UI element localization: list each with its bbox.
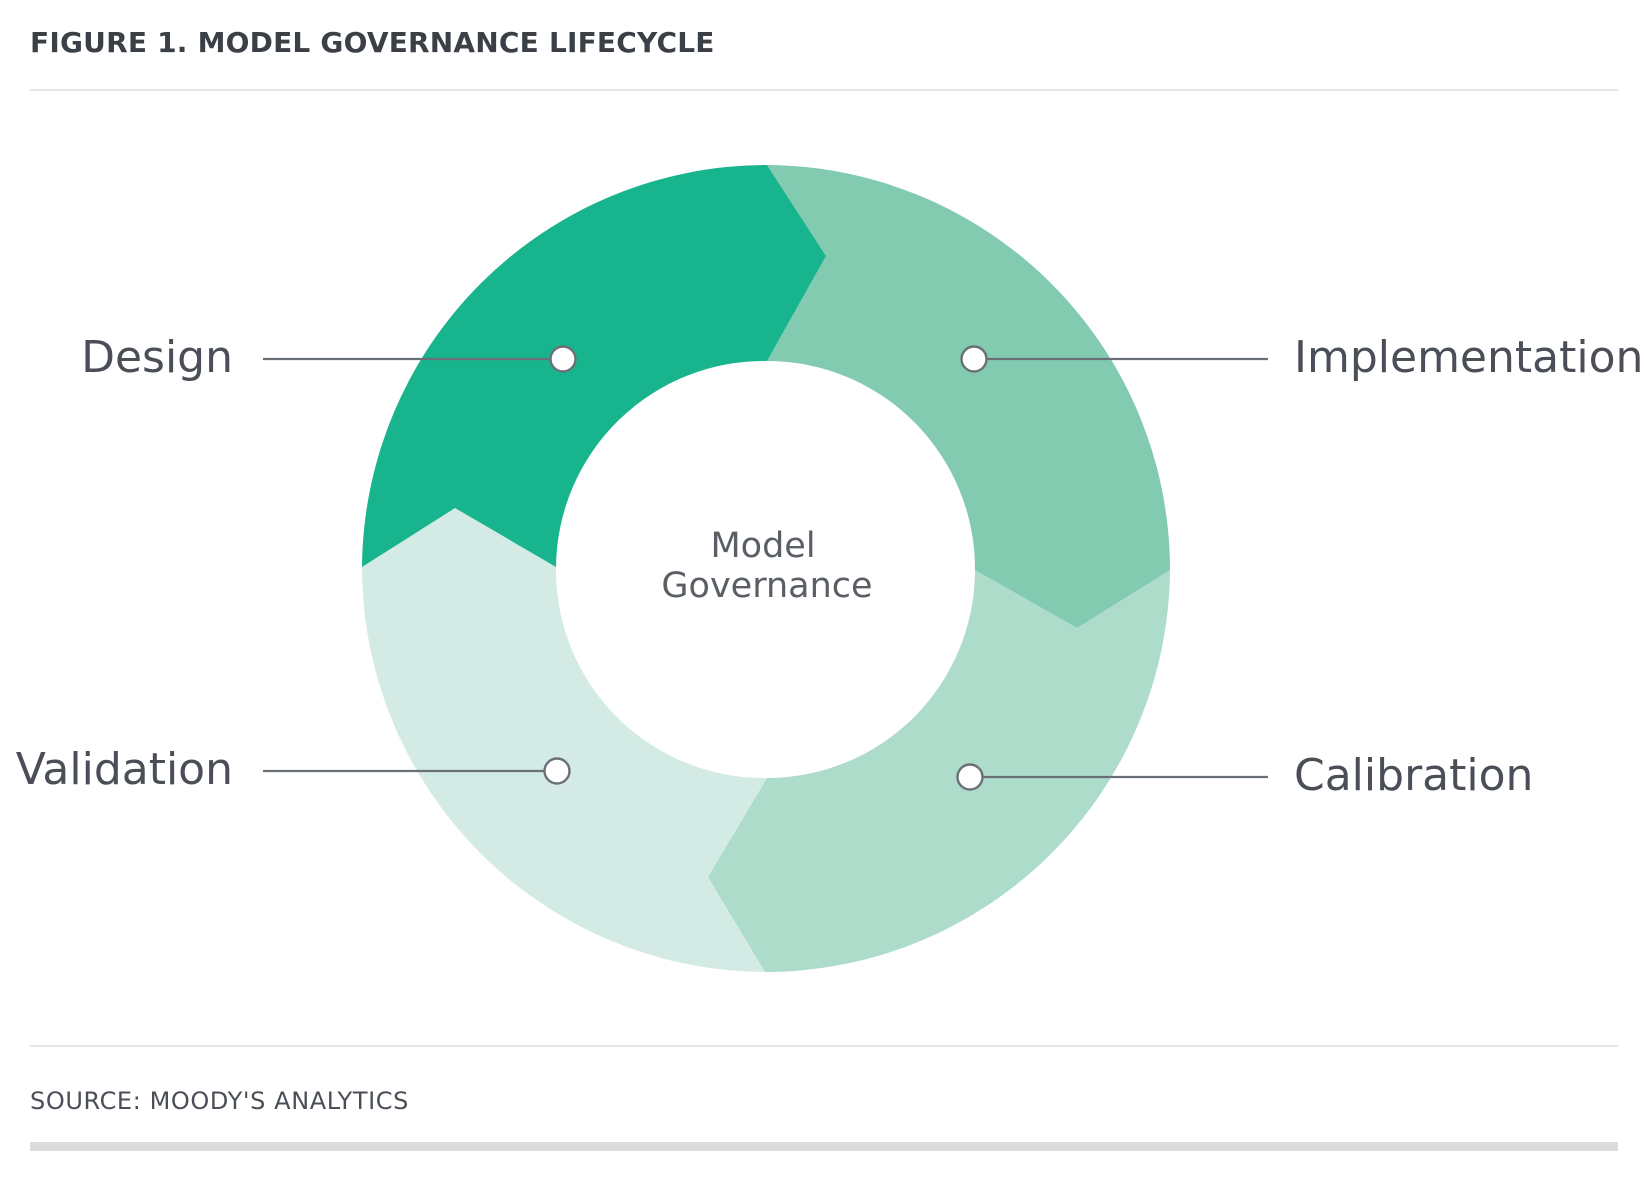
stage-label-implementation: Implementation — [1294, 332, 1643, 383]
marker-validation — [543, 757, 571, 785]
footer-bar — [30, 1142, 1618, 1151]
marker-implementation — [960, 345, 988, 373]
bottom-divider — [30, 1045, 1618, 1047]
center-label-line1: Model — [710, 526, 815, 566]
segment-design — [362, 165, 826, 567]
top-divider — [30, 89, 1618, 91]
stage-label-validation: Validation — [16, 744, 233, 795]
segment-calibration — [708, 570, 1170, 972]
marker-calibration — [956, 763, 984, 791]
segment-validation — [362, 508, 767, 972]
marker-design — [549, 345, 577, 373]
source-note: SOURCE: MOODY'S ANALYTICS — [30, 1087, 409, 1115]
center-label-line2: Governance — [661, 566, 872, 606]
stage-label-design: Design — [81, 332, 233, 383]
figure-title: FIGURE 1. MODEL GOVERNANCE LIFECYCLE — [30, 26, 715, 59]
segment-implementation — [767, 165, 1170, 628]
stage-label-calibration: Calibration — [1294, 750, 1533, 801]
